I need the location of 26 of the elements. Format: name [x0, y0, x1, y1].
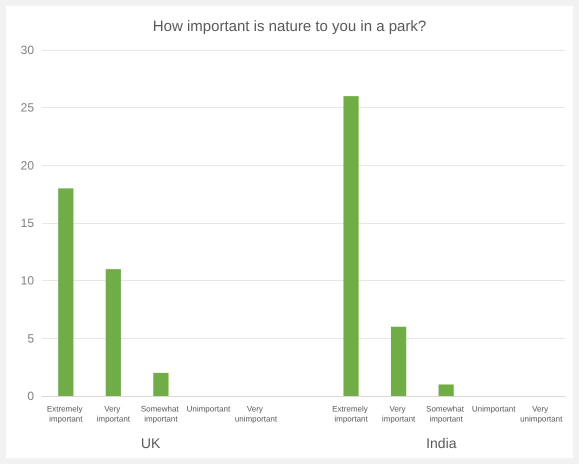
bar: [153, 372, 168, 396]
text: UK: [140, 435, 161, 451]
y-tick-label: 0: [27, 389, 34, 403]
text: India: [426, 435, 457, 451]
x-tick-label: Somewhat important: [140, 404, 181, 424]
y-tick-label: 5: [27, 331, 34, 346]
bar: [343, 96, 359, 396]
x-tick-label: Very unimportant: [520, 404, 564, 424]
x-tick-label: Very unimportant: [234, 404, 278, 424]
bar: [58, 188, 74, 396]
x-tick-label: Somewhat important: [426, 404, 466, 424]
x-tick-label: Very important: [382, 404, 416, 424]
x-tick-label: Unimportant: [186, 404, 231, 414]
y-tick-label: 20: [20, 158, 34, 172]
y-tick-label: 25: [20, 100, 34, 115]
y-tick-label: 10: [20, 274, 34, 288]
chart-title: How important is nature to you in a park?: [152, 18, 426, 35]
x-tick-label: Extremely important: [332, 404, 370, 424]
x-tick-label: Unimportant: [472, 404, 516, 414]
bar: [106, 269, 121, 396]
bar: [390, 326, 406, 396]
bar: [438, 384, 454, 396]
x-tick-label: Very important: [96, 404, 131, 424]
x-tick-label: Extremely important: [46, 404, 85, 424]
y-tick-label: 30: [20, 43, 34, 57]
y-tick-label: 15: [20, 216, 34, 230]
